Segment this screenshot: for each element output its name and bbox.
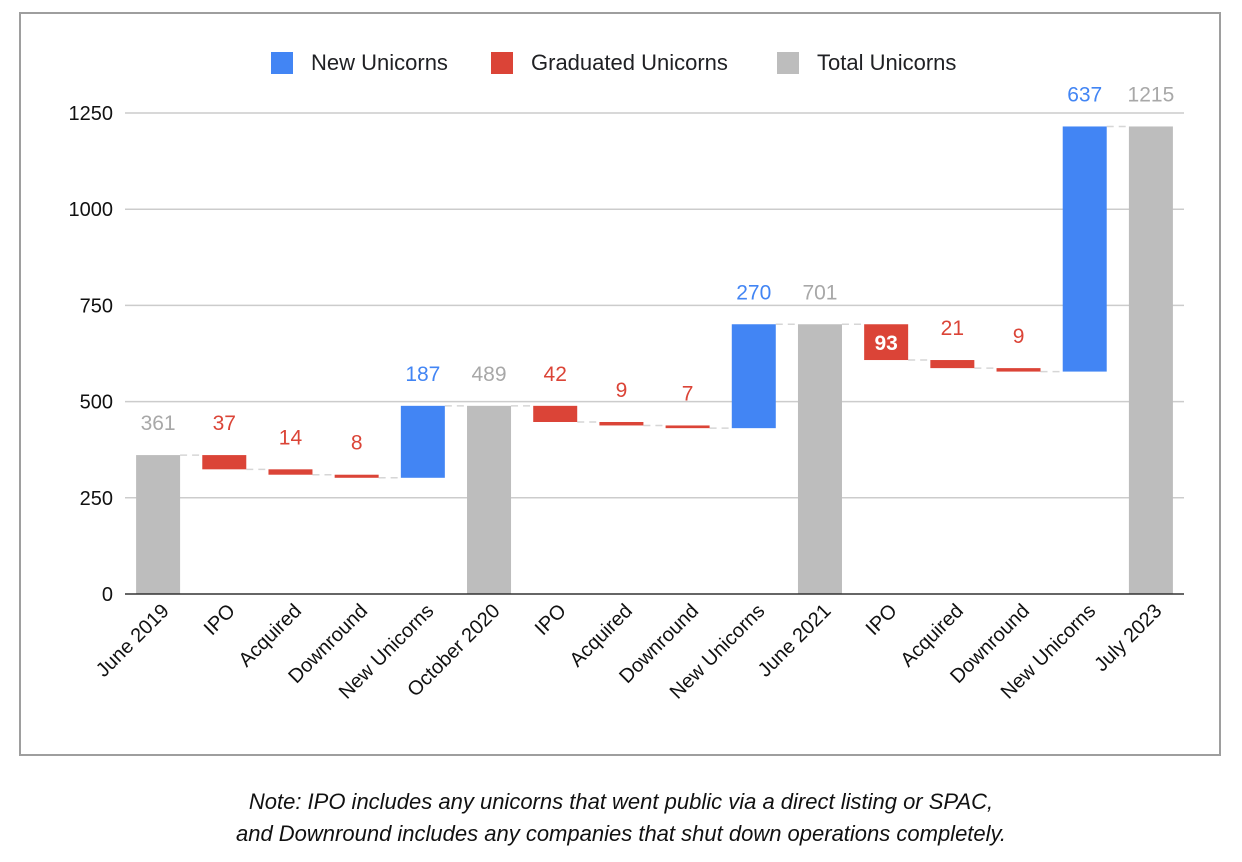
bar-total	[1128, 126, 1173, 594]
bar-decrease	[996, 368, 1041, 372]
bar-decrease	[930, 360, 975, 369]
data-label: 8	[351, 432, 363, 455]
legend-swatch	[777, 52, 799, 74]
data-label: 637	[1067, 83, 1102, 106]
data-label: 21	[941, 317, 964, 340]
bar-total	[467, 405, 512, 594]
data-label: 187	[405, 363, 440, 386]
y-tick-label: 1250	[69, 103, 114, 125]
data-label: 9	[1013, 325, 1025, 348]
legend-swatch	[271, 52, 293, 74]
legend-label: Total Unicorns	[817, 50, 956, 75]
data-label: 7	[682, 382, 694, 405]
data-label: 93	[874, 332, 897, 355]
bar-increase	[1062, 126, 1107, 372]
bars	[136, 126, 1173, 594]
data-label: 9	[616, 379, 628, 402]
legend-label: New Unicorns	[311, 50, 448, 75]
bar-decrease	[334, 474, 379, 478]
x-category-label: June 2019	[92, 600, 174, 682]
chart-frame: 0 250 500 750 1000 1250 June 2019 IPO Acquired Do…	[19, 12, 1221, 756]
y-tick-label: 500	[80, 392, 113, 414]
bar-decrease	[533, 405, 578, 422]
bar-decrease	[665, 425, 710, 429]
legend-swatch	[491, 52, 513, 74]
x-category-label: IPO	[862, 600, 902, 640]
data-label: 270	[736, 281, 771, 304]
bar-decrease	[599, 421, 644, 426]
legend-label: Graduated Unicorns	[531, 50, 728, 75]
data-label: 37	[213, 412, 236, 435]
bar-increase	[731, 324, 776, 429]
bar-decrease	[202, 455, 247, 470]
data-label: 14	[279, 426, 303, 449]
connectors	[180, 125, 1129, 479]
data-labels: 361 37 14 8 187 489 42 9 7 270 701 93 21 9 637 1215	[141, 83, 1175, 454]
y-tick-label: 250	[80, 488, 113, 510]
bar-increase	[400, 405, 445, 478]
data-label: 701	[802, 281, 837, 304]
data-label: 42	[544, 363, 567, 386]
gridlines	[125, 112, 1184, 499]
y-tick-label: 1000	[69, 199, 114, 221]
x-category-label: June 2021	[754, 600, 836, 682]
footnote-line-2: and Downround includes any companies tha…	[235, 821, 1007, 846]
x-category-label: IPO	[531, 600, 571, 640]
bar-total	[797, 324, 842, 594]
footnote-line-1: Note: IPO includes any unicorns that wen…	[248, 789, 994, 814]
bar-decrease	[864, 324, 909, 361]
data-label: 489	[472, 363, 507, 386]
legend: New Unicorns Graduated Unicorns Total Unic…	[271, 50, 956, 75]
y-tick-label: 750	[80, 295, 113, 317]
data-label: 361	[141, 412, 176, 435]
data-label: 1215	[1128, 83, 1175, 106]
x-category-label: IPO	[200, 600, 240, 640]
bar-decrease	[268, 469, 313, 475]
bar-total	[136, 455, 181, 594]
y-tick-label: 0	[102, 584, 113, 606]
x-category-label: July 2023	[1090, 600, 1166, 676]
